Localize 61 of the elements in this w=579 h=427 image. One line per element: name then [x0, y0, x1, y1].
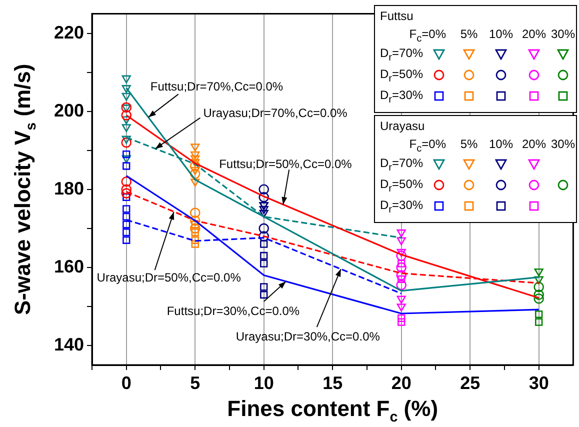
- point: [260, 290, 268, 299]
- point: [122, 236, 130, 244]
- point: [190, 166, 200, 176]
- point: [122, 124, 131, 132]
- point: [121, 137, 132, 148]
- point: [121, 110, 132, 120]
- annotation: 5%: [460, 27, 478, 41]
- annotation: 20%: [522, 27, 546, 41]
- annotation: Futtsu;Dr=70%,Cc=0.0%: [150, 80, 284, 94]
- point: [260, 283, 268, 291]
- legend-label: D$_{r}$=30%: [380, 198, 424, 216]
- y-tick-label: 200: [54, 100, 84, 120]
- annotation: Futtsu;Dr=30%,Cc=0.0%: [166, 304, 300, 318]
- annotation: Urayasu;Dr=50%,Cc=0.0%: [96, 270, 242, 284]
- y-tick-label: 140: [54, 334, 84, 354]
- y-tick-label: 180: [54, 178, 84, 198]
- point: [398, 318, 406, 326]
- annotation: 30%: [551, 27, 576, 41]
- legend-label: D$_{r}$=30%: [380, 88, 424, 106]
- point: [122, 92, 131, 101]
- annotation: 10%: [489, 27, 514, 41]
- x-tick-label: 20: [391, 372, 412, 393]
- annotation: Urayasu: [380, 119, 425, 133]
- point: [122, 212, 130, 221]
- y-axis-title: S-wave velocity Vs (m/s): [10, 64, 40, 316]
- annotation: Urayasu;Dr=30%,Cc=0.0%: [236, 329, 380, 344]
- annotation: F$_{c}$=0%: [409, 137, 446, 154]
- annotation: F$_{c}$=0%: [409, 27, 446, 44]
- point: [122, 220, 130, 228]
- legend-label: D$_{r}$=70%: [380, 46, 424, 64]
- point: [122, 116, 131, 124]
- point: [190, 155, 200, 164]
- annotation: 5%: [460, 137, 478, 151]
- point: [122, 228, 130, 236]
- point: [121, 102, 132, 113]
- legend-label: D$_{r}$=70%: [380, 156, 424, 174]
- legend-label: D$_{r}$=50%: [380, 177, 424, 194]
- point: [122, 104, 131, 113]
- y-tick-label: 220: [54, 22, 84, 42]
- annotation: 30%: [551, 137, 576, 151]
- x-tick-label: 5: [190, 372, 200, 393]
- x-tick-label: 0: [121, 372, 132, 393]
- point: [122, 205, 130, 213]
- point: [122, 193, 130, 202]
- annotation: 20%: [522, 137, 546, 151]
- point: [122, 136, 131, 144]
- annotation: Futtsu;Dr=50%,Cc=0.0%: [219, 156, 352, 171]
- point: [398, 314, 406, 322]
- point: [190, 178, 200, 187]
- point: [534, 318, 543, 326]
- x-tick-label: 10: [254, 372, 274, 393]
- annotation: 10%: [489, 137, 514, 151]
- legend-label: D$_{r}$=50%: [380, 67, 424, 84]
- point: [534, 310, 543, 318]
- y-tick-label: 160: [54, 256, 84, 276]
- x-tick-label: 25: [460, 372, 480, 393]
- annotation: Urayasu;Dr=70%,Cc=0.0%: [203, 106, 348, 120]
- x-tick-label: 15: [322, 372, 343, 393]
- x-tick-label: 30: [528, 372, 549, 393]
- point: [122, 155, 131, 164]
- annotation: Futtsu: [380, 9, 414, 23]
